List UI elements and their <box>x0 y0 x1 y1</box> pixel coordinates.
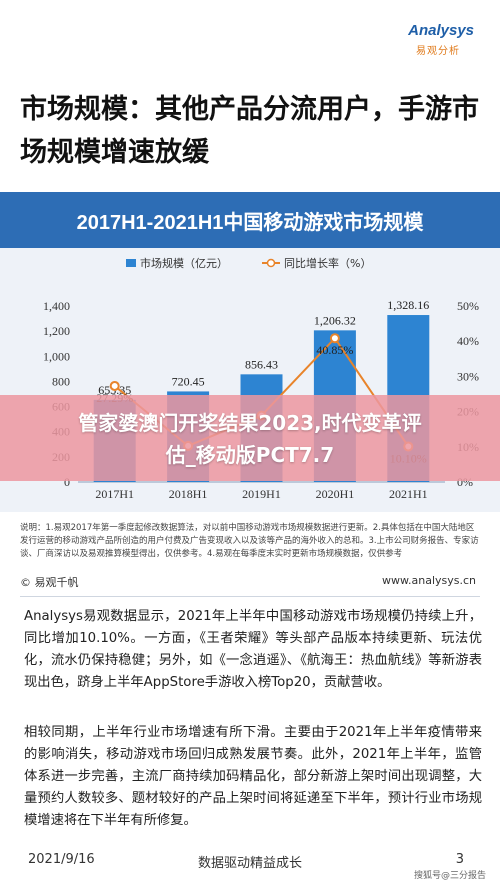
source-text: © 易观千帆 <box>20 576 79 589</box>
footer-date: 2021/9/16 <box>28 852 95 867</box>
source-url[interactable]: www.analysys.cn <box>382 574 476 587</box>
legend-line-label: 同比增长率（%） <box>284 256 371 270</box>
x-tick-label: 2020H1 <box>316 487 355 501</box>
banner-line-1: 管家婆澳门开奖结果2023,时代变革评 <box>78 411 422 435</box>
growth-point-2017H1 <box>109 380 120 391</box>
growth-point-2020H1 <box>329 333 340 344</box>
growth-value-label: 40.85% <box>316 343 353 357</box>
legend-line-marker <box>266 258 276 268</box>
source-credit: © 易观千帆 <box>20 574 79 590</box>
bar-value-label: 720.45 <box>172 374 205 388</box>
y-left-tick-label: 1,200 <box>43 324 70 338</box>
logo-subtitle: 易观分析 <box>416 46 460 57</box>
watermark: 搜狐号@三分报告 <box>413 871 486 881</box>
y-left-tick-label: 0 <box>64 475 70 489</box>
logo-name: Analysys <box>408 22 474 39</box>
page-number: 3 <box>455 852 464 867</box>
chart-title: 2017H1-2021H1中国移动游戏市场规模 <box>0 192 500 248</box>
overlay-banner[interactable]: 管家婆澳门开奖结果2023,时代变革评 估_移动版PCT7.7 <box>0 395 500 481</box>
page-title: 市场规模：其他产品分流用户，手游市场规模增速放缓 <box>20 94 479 168</box>
x-tick-label: 2021H1 <box>389 487 428 501</box>
y-right-tick-label: 40% <box>457 334 479 348</box>
legend-bar-swatch <box>126 259 136 267</box>
x-tick-label: 2017H1 <box>95 487 134 501</box>
y-right-tick-label: 30% <box>457 369 479 383</box>
paragraph-2: 相较同期，上半年行业市场增速有所下滑。主要由于2021年上半年疫情带来的影响消失… <box>24 725 482 828</box>
bar-value-label: 856.43 <box>245 357 278 371</box>
bar-value-label: 1,206.32 <box>314 313 356 327</box>
divider <box>20 596 480 597</box>
brand-logo: Analysys 易观分析 <box>388 18 478 58</box>
y-left-tick-label: 1,000 <box>43 349 70 363</box>
y-left-tick-label: 800 <box>52 374 70 388</box>
footer-slogan: 数据驱动精益成长 <box>197 856 302 871</box>
x-tick-label: 2019H1 <box>242 487 281 501</box>
banner-line-2: 估_移动版PCT7.7 <box>165 443 335 467</box>
chart-note: 说明：1.易观2017年第一季度起修改数据算法，对以前中国移动游戏市场规模数据进… <box>20 523 479 559</box>
y-left-tick-label: 1,400 <box>43 299 70 313</box>
x-tick-label: 2018H1 <box>169 487 208 501</box>
y-right-tick-label: 50% <box>457 299 479 313</box>
bar-value-label: 1,328.16 <box>387 298 429 312</box>
legend-bar-label: 市场规模（亿元） <box>140 256 228 270</box>
paragraph-1: Analysys易观数据显示，2021年上半年中国移动游戏市场规模仍持续上升，同… <box>24 609 482 690</box>
